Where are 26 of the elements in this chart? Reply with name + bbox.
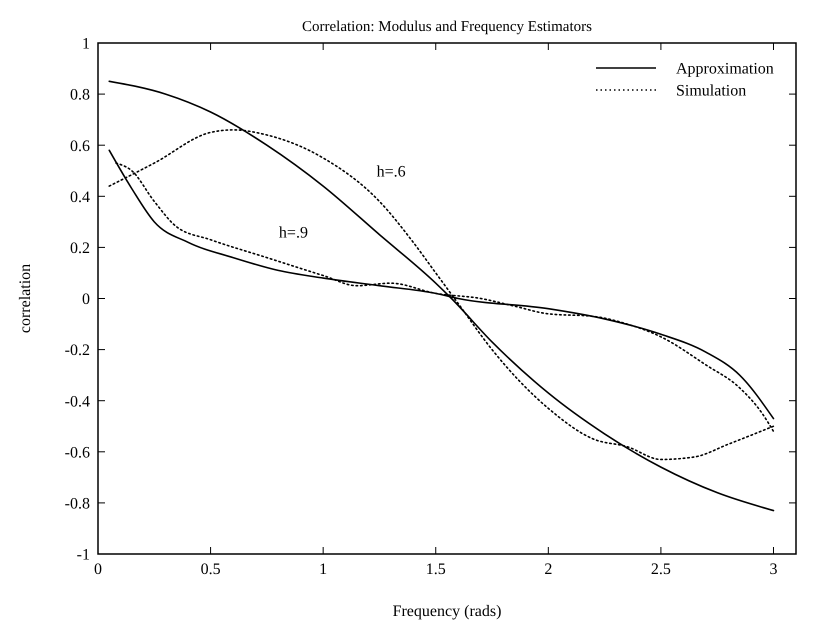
y-tick-label: 0.6 bbox=[70, 138, 90, 155]
legend-label: Approximation bbox=[676, 60, 774, 78]
annotation: h=.9 bbox=[278, 224, 308, 242]
annotation: h=.6 bbox=[376, 163, 406, 180]
line-series bbox=[108, 80, 774, 512]
x-tick-label: 0.5 bbox=[200, 561, 221, 578]
y-tick-label: -1 bbox=[76, 546, 90, 564]
y-tick-label: 0 bbox=[82, 291, 90, 308]
y-tick-label: -0.6 bbox=[64, 444, 90, 462]
x-tick-label: 0 bbox=[94, 561, 102, 578]
x-tick-label: 2.5 bbox=[650, 561, 671, 578]
y-axis-title: correlation bbox=[17, 264, 34, 334]
y-tick-label: 1 bbox=[82, 36, 90, 53]
y-tick-label: -0.2 bbox=[64, 342, 90, 360]
legend-label: Simulation bbox=[676, 82, 746, 100]
y-tick-label: 0.8 bbox=[70, 86, 90, 104]
y-tick-label: -0.8 bbox=[64, 496, 90, 512]
x-axis-title: Frequency (rads) bbox=[392, 603, 502, 620]
x-tick-label: 1.5 bbox=[426, 561, 446, 578]
y-tick-label: 0.2 bbox=[70, 240, 90, 257]
y-tick-label: 0.4 bbox=[70, 188, 90, 206]
y-tick-label: -0.4 bbox=[64, 393, 90, 410]
x-tick-label: 1 bbox=[319, 561, 328, 578]
chart-title: Correlation: Modulus and Frequency Estimators bbox=[302, 19, 592, 35]
x-tick-label: 2 bbox=[544, 561, 552, 578]
x-tick-label: 3 bbox=[769, 561, 778, 578]
